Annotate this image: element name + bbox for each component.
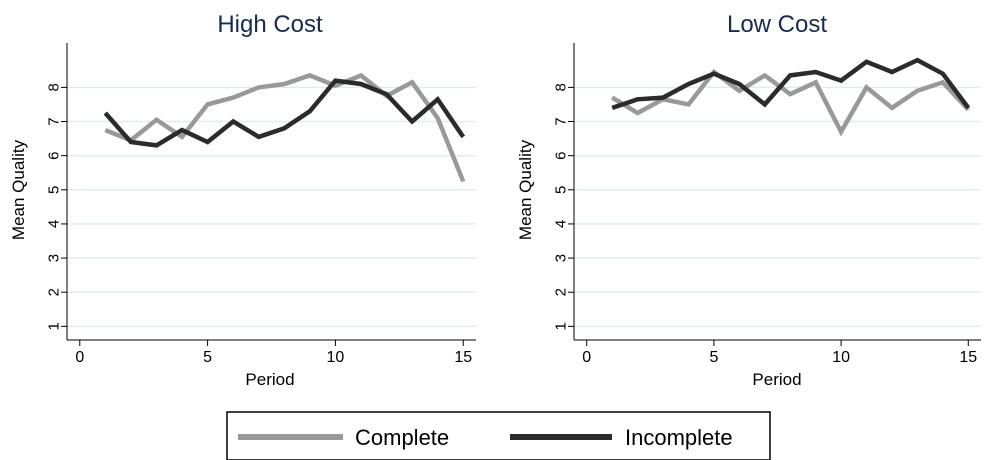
y-tick-label: 3: [552, 254, 569, 262]
y-tick-label: 2: [45, 288, 62, 296]
x-tick-label: 15: [959, 349, 977, 366]
series-line-incomplete: [103, 78, 466, 148]
x-tick-label: 15: [454, 349, 472, 366]
y-tick-label: 7: [552, 117, 569, 125]
legend-label-complete: Complete: [355, 425, 449, 450]
axes: 1 2 3 4 5 6 7 8 0 5 10 15: [45, 43, 476, 366]
gridlines: [67, 86, 476, 328]
x-tick-label: 10: [327, 349, 345, 366]
y-axis-label: Mean Quality: [9, 139, 28, 240]
y-tick-label: 6: [45, 151, 62, 159]
series-line-complete: [104, 72, 466, 183]
y-tick-label: 3: [45, 254, 62, 262]
panel-title: Low Cost: [727, 11, 827, 38]
axes: 1 2 3 4 5 6 7 8 0 5 10 15: [552, 43, 981, 366]
y-tick-label: 7: [45, 117, 62, 125]
series-line-complete: [611, 68, 970, 137]
x-tick-label: 5: [203, 349, 212, 366]
y-tick-label: 2: [552, 288, 569, 296]
y-tick-label: 5: [45, 186, 62, 194]
y-tick-label: 4: [552, 220, 569, 228]
x-axis-label: Period: [752, 370, 801, 389]
x-tick-label: 5: [709, 349, 718, 366]
y-tick-label: 4: [45, 220, 62, 228]
series-line-incomplete: [611, 57, 971, 111]
y-tick-label: 8: [552, 83, 569, 91]
x-tick-label: 10: [832, 349, 850, 366]
legend: Complete Incomplete: [226, 411, 771, 460]
x-tick-label: 0: [582, 349, 591, 366]
panel-title: High Cost: [217, 11, 323, 38]
y-tick-label: 1: [552, 322, 569, 330]
y-tick-label: 6: [552, 151, 569, 159]
y-tick-label: 8: [45, 83, 62, 91]
x-axis-label: Period: [245, 370, 294, 389]
y-axis-label: Mean Quality: [516, 139, 535, 240]
y-tick-label: 5: [552, 186, 569, 194]
y-tick-label: 1: [45, 322, 62, 330]
x-tick-label: 0: [75, 349, 84, 366]
panel-high-cost: High Cost Period Mean Quality 1 2 3 4 5 6 7 8 0 5…: [9, 11, 476, 389]
legend-label-incomplete: Incomplete: [625, 425, 733, 450]
gridlines: [574, 86, 981, 328]
